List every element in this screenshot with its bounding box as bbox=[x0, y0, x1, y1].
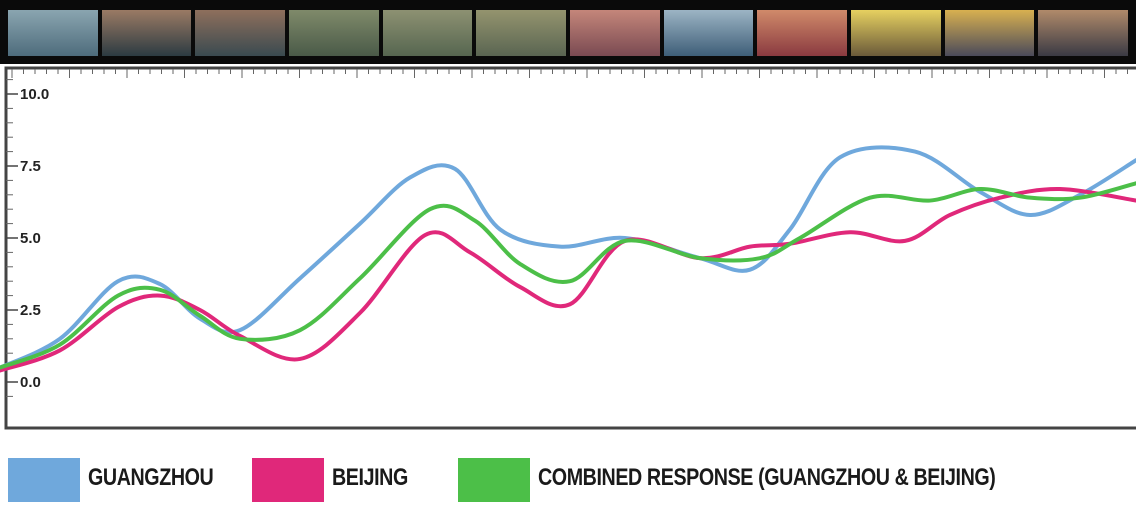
legend-label-combined: COMBINED RESPONSE (GUANGZHOU & BEIJING) bbox=[538, 464, 996, 491]
line-chart: 0.0 2.5 5.0 7.5 10.0 bbox=[0, 66, 1136, 430]
series-line-combined bbox=[0, 181, 1136, 370]
legend-swatch-beijing bbox=[252, 458, 324, 502]
legend-label-guangzhou: GUANGZHOU bbox=[88, 464, 214, 491]
video-filmstrip bbox=[0, 0, 1136, 64]
top-ruler bbox=[11, 69, 1128, 78]
y-tick-label: 5.0 bbox=[20, 230, 41, 247]
legend-label-beijing: BEIJING bbox=[332, 464, 408, 491]
y-tick-label: 0.0 bbox=[20, 374, 41, 391]
legend: GUANGZHOU BEIJING COMBINED RESPONSE (GUA… bbox=[0, 456, 1136, 506]
legend-swatch-combined bbox=[458, 458, 530, 502]
crowd-frame-4 bbox=[1038, 10, 1128, 56]
field-frame-2 bbox=[382, 10, 473, 56]
y-tick-label: 2.5 bbox=[20, 302, 41, 319]
crowd-frame-2 bbox=[757, 10, 847, 56]
portrait-frame-1 bbox=[101, 10, 192, 56]
sign-frame bbox=[851, 10, 941, 56]
field-frame-3 bbox=[476, 10, 566, 56]
field-frame-1 bbox=[289, 10, 379, 56]
sea-frame-2 bbox=[663, 10, 754, 56]
crowd-frame-3 bbox=[944, 10, 1035, 56]
y-tick-label: 10.0 bbox=[20, 86, 49, 103]
series-layer bbox=[0, 145, 1136, 373]
sea-shore-frame bbox=[8, 10, 98, 56]
crowd-frame-1 bbox=[570, 10, 660, 56]
y-tick-label: 7.5 bbox=[20, 158, 41, 175]
y-axis-ticks: 0.0 2.5 5.0 7.5 10.0 bbox=[6, 86, 49, 391]
portrait-frame-2 bbox=[195, 10, 285, 56]
legend-swatch-guangzhou bbox=[8, 458, 80, 502]
